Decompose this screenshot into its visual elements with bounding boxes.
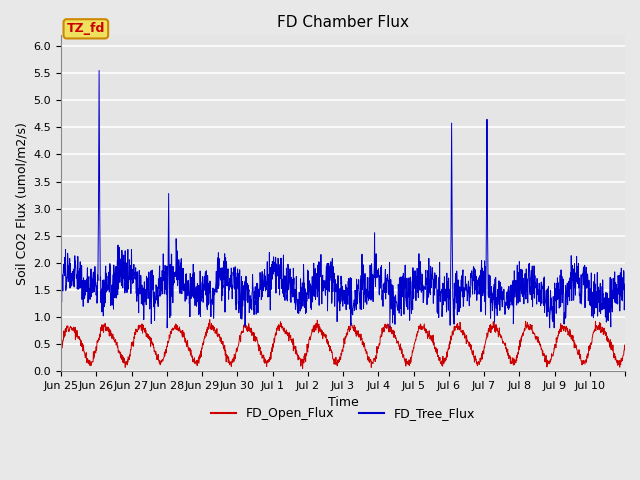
- FD_Open_Flux: [639, 337, 640, 343]
- Line: FD_Open_Flux: FD_Open_Flux: [61, 320, 640, 368]
- FD_Tree_Flux: [530, 290, 538, 296]
- FD_Tree_Flux: [88, 274, 95, 279]
- FD_Open_Flux: [299, 365, 307, 371]
- Y-axis label: Soil CO2 Flux (umol/m2/s): Soil CO2 Flux (umol/m2/s): [15, 122, 28, 285]
- FD_Tree_Flux: [349, 306, 357, 312]
- FD_Tree_Flux: [163, 325, 171, 331]
- FD_Open_Flux: [333, 363, 341, 369]
- FD_Open_Flux: [530, 329, 538, 335]
- Legend: FD_Open_Flux, FD_Tree_Flux: FD_Open_Flux, FD_Tree_Flux: [205, 402, 481, 425]
- FD_Open_Flux: [57, 344, 65, 350]
- FD_Tree_Flux: [95, 68, 103, 73]
- FD_Tree_Flux: [57, 277, 65, 283]
- FD_Tree_Flux: [639, 308, 640, 313]
- FD_Open_Flux: [88, 359, 95, 365]
- Line: FD_Tree_Flux: FD_Tree_Flux: [61, 71, 640, 328]
- FD_Open_Flux: [349, 325, 357, 331]
- X-axis label: Time: Time: [328, 396, 358, 409]
- FD_Open_Flux: [206, 317, 214, 323]
- Text: TZ_fd: TZ_fd: [67, 23, 105, 36]
- Title: FD Chamber Flux: FD Chamber Flux: [277, 15, 409, 30]
- FD_Tree_Flux: [333, 319, 341, 324]
